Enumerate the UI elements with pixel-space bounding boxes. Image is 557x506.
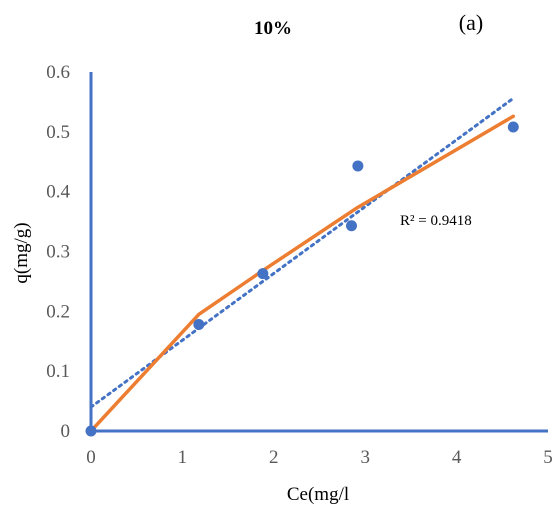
x-tick-label: 2 bbox=[269, 447, 279, 468]
fit-curve bbox=[89, 114, 516, 433]
y-tick-label: 0 bbox=[61, 421, 71, 442]
x-tick-label: 5 bbox=[543, 447, 553, 468]
x-axis-label: Ce(mg/l bbox=[287, 484, 349, 505]
y-tick-label: 0.1 bbox=[46, 361, 70, 382]
y-tick-label: 0.4 bbox=[46, 182, 70, 203]
chart-title: 10% bbox=[254, 18, 292, 39]
y-tick-label: 0.6 bbox=[46, 62, 70, 83]
plot-area: 0 1 2 3 4 5 0 0.1 0.2 0.3 0.4 0.5 0.6 bbox=[46, 62, 553, 468]
x-tick-label: 4 bbox=[452, 447, 462, 468]
data-point bbox=[85, 425, 97, 437]
x-tick-label: 0 bbox=[86, 447, 96, 468]
x-tick-label: 3 bbox=[360, 447, 370, 468]
data-point bbox=[257, 268, 269, 280]
x-tick-label: 1 bbox=[178, 447, 188, 468]
data-point bbox=[193, 318, 205, 330]
data-point bbox=[507, 121, 519, 133]
r-squared-annotation: R² = 0.9418 bbox=[400, 213, 472, 229]
data-point bbox=[352, 160, 364, 172]
data-point bbox=[345, 220, 357, 232]
y-tick-label: 0.2 bbox=[46, 301, 70, 322]
panel-label: (a) bbox=[459, 10, 483, 35]
y-tick-label: 0.3 bbox=[46, 242, 70, 263]
y-axis-label: q(mg/g) bbox=[11, 222, 32, 283]
y-tick-label: 0.5 bbox=[46, 122, 70, 143]
